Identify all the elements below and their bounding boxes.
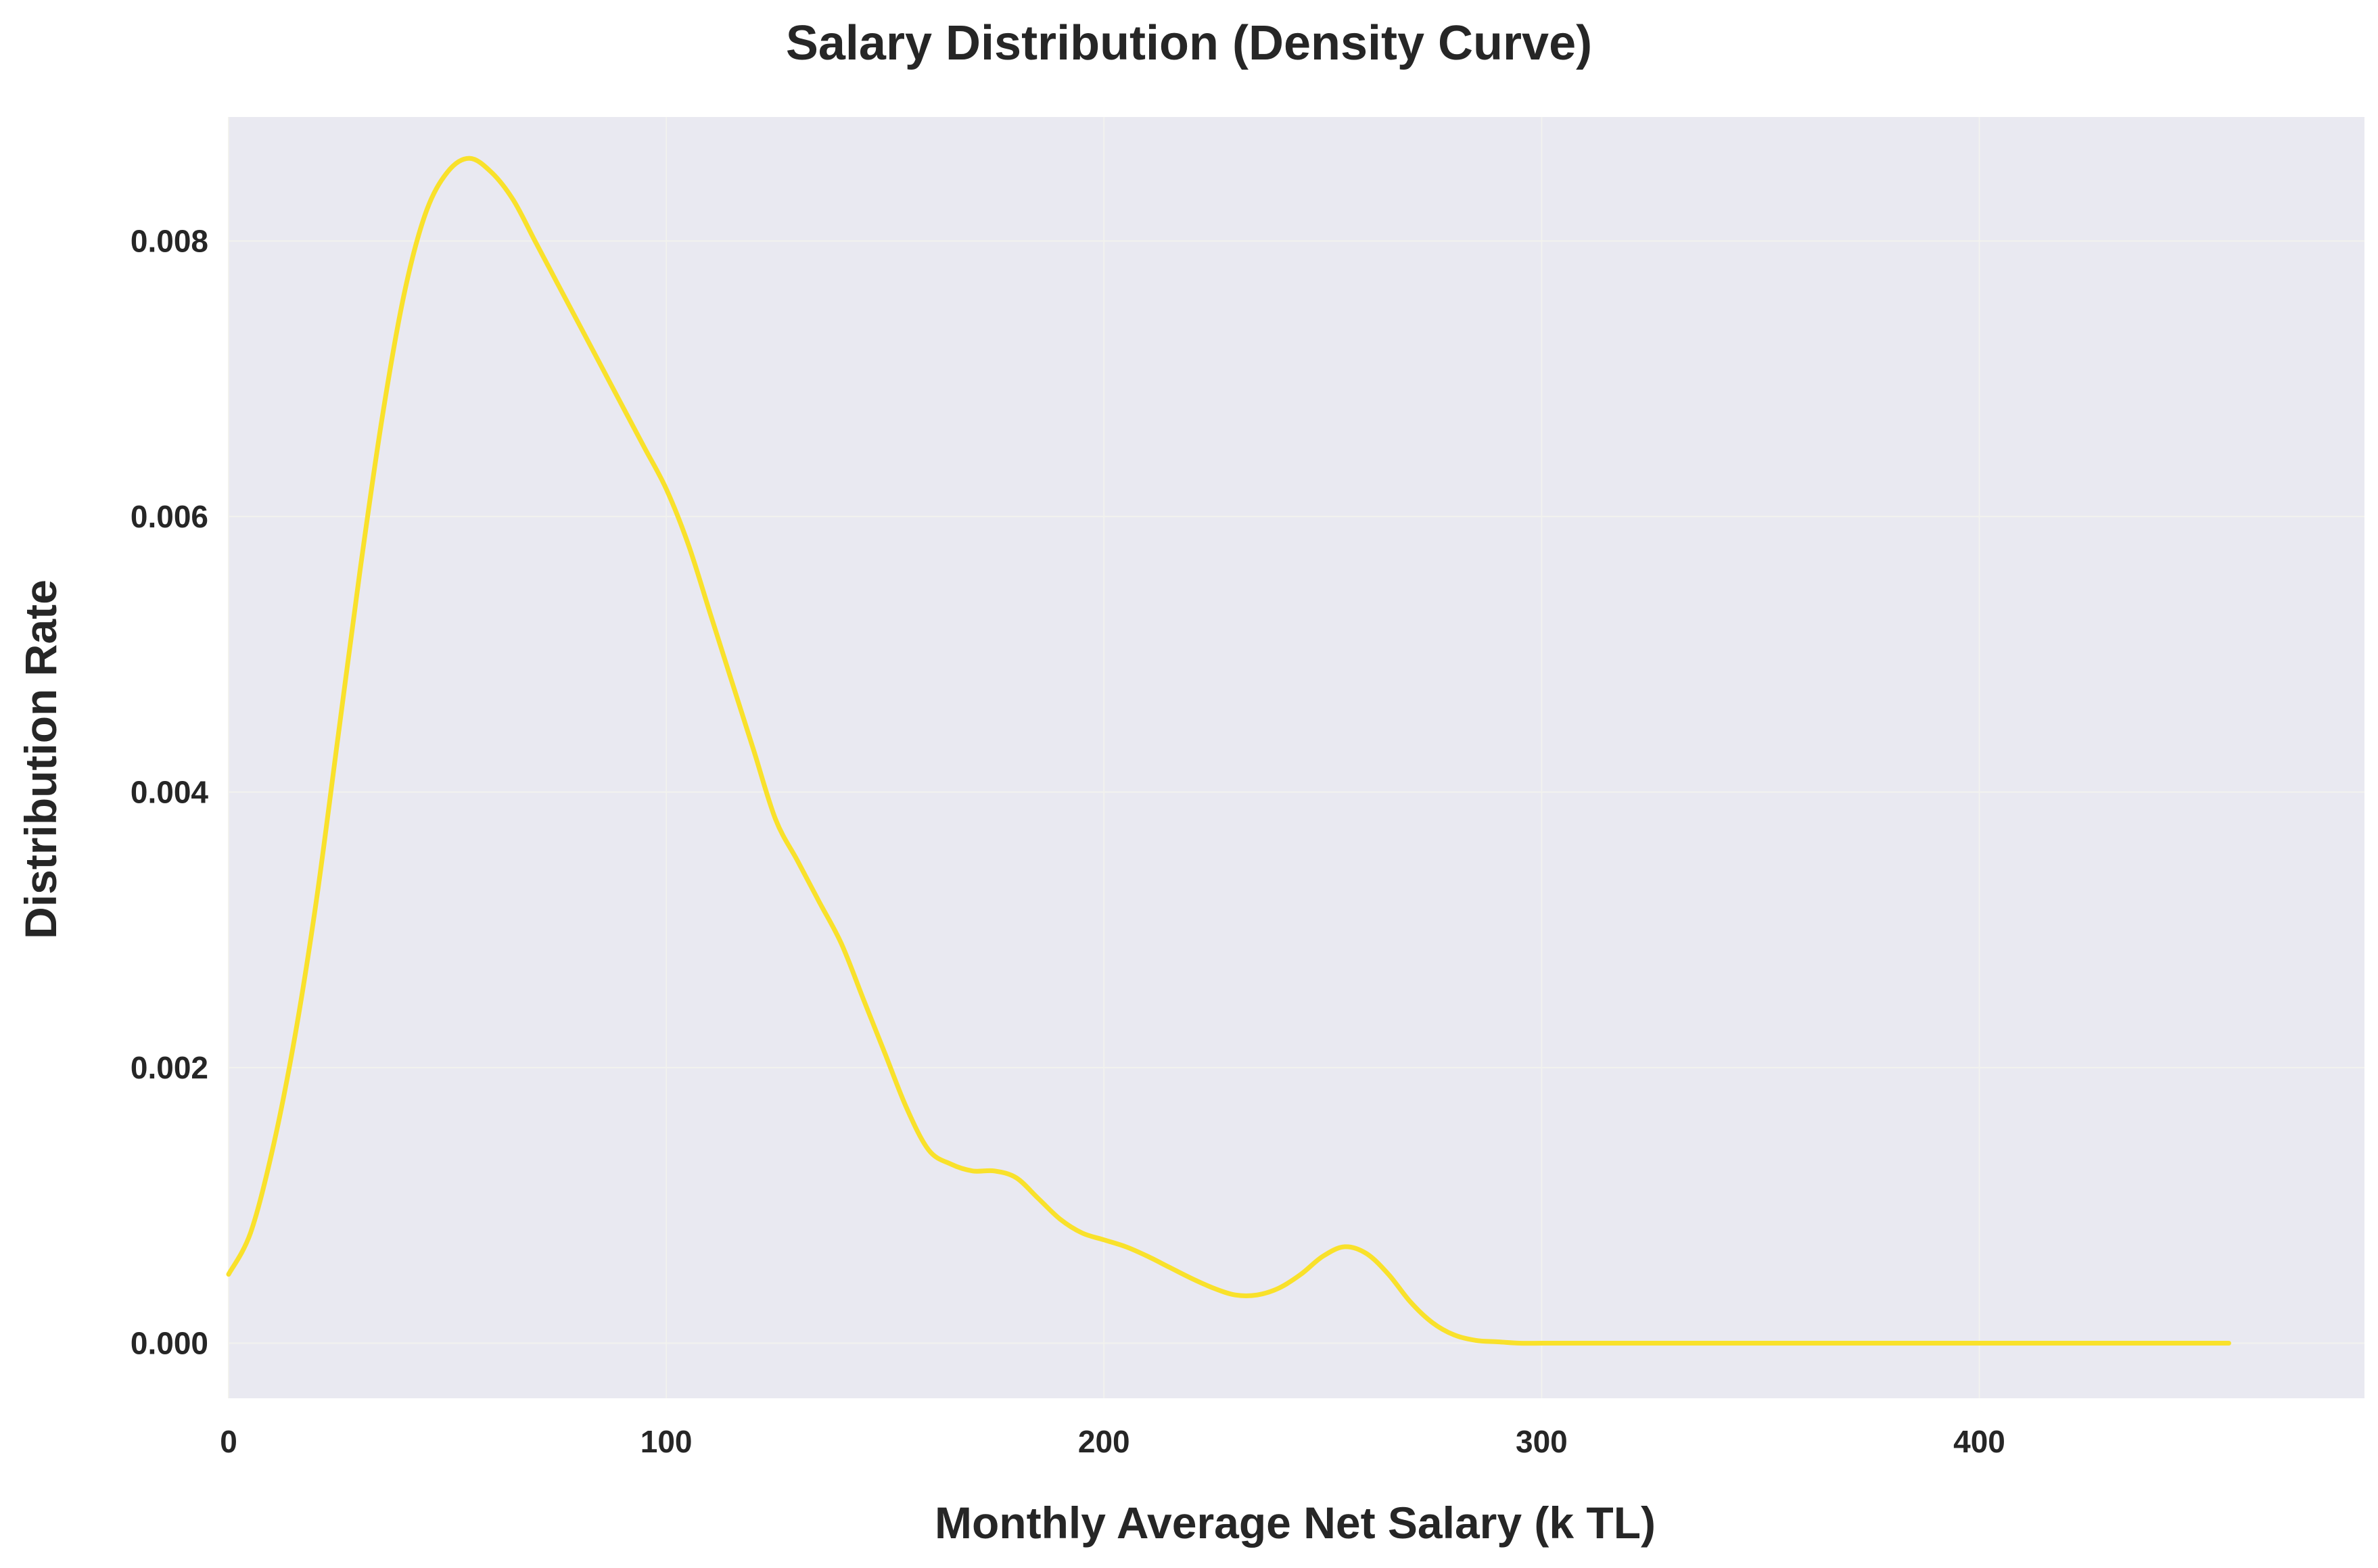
chart-title: Salary Distribution (Density Curve) [786,16,1592,70]
x-tick-label-2: 200 [1078,1424,1130,1459]
y-tick-label-2: 0.004 [131,774,209,809]
y-tick-label-3: 0.006 [131,499,208,534]
grid-lines [228,117,2364,1398]
y-tick-label-0: 0.000 [131,1325,208,1360]
y-tick-label-4: 0.008 [131,223,208,258]
x-axis-label: Monthly Average Net Salary (k TL) [935,1498,1656,1548]
x-tick-label-4: 400 [1953,1424,2005,1459]
y-axis-label: Distribution Rate [16,579,66,939]
x-axis-ticks: 0 100 200 300 400 [220,1424,2005,1459]
x-tick-label-1: 100 [640,1424,693,1459]
plot-area [229,117,2364,1398]
y-axis-ticks: 0.000 0.002 0.004 0.006 0.008 [131,223,209,1360]
y-tick-label-1: 0.002 [131,1050,208,1085]
x-tick-label-0: 0 [220,1424,237,1459]
density-curve-line [226,156,2231,1346]
x-tick-label-3: 300 [1516,1424,1568,1459]
